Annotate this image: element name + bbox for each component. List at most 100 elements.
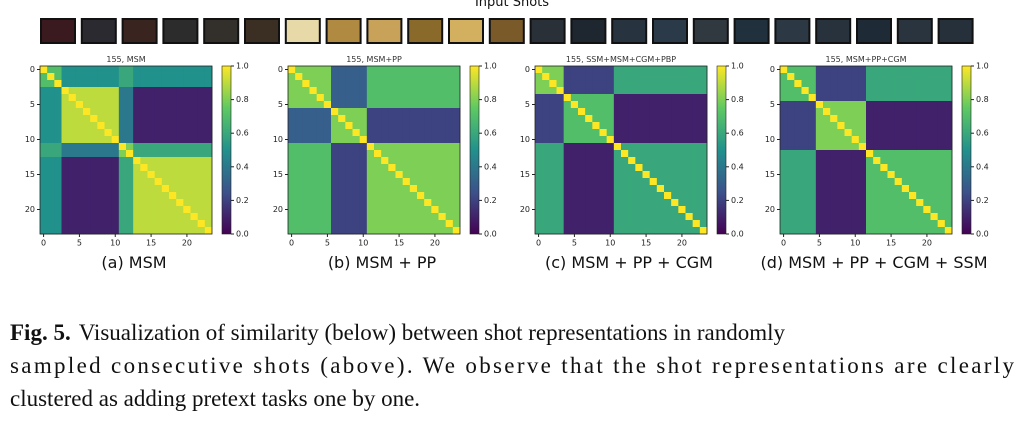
heatmap-cell [104, 227, 113, 235]
heatmap-cell [40, 101, 48, 109]
heatmap-cell [366, 213, 375, 221]
heatmap-cell [409, 80, 418, 88]
heatmap-cell [873, 185, 881, 193]
heatmap-cell [549, 220, 557, 228]
heatmap-cell [197, 73, 206, 81]
heatmap-cell [830, 73, 838, 81]
heatmap-cell [685, 87, 694, 95]
heatmap-cell [585, 101, 593, 109]
heatmap-cell [154, 115, 163, 123]
heatmap-cell [858, 87, 867, 95]
heatmap-cell [585, 164, 593, 172]
heatmap-cell [635, 213, 643, 221]
heatmap-cell [671, 143, 679, 151]
heatmap-cell [592, 94, 600, 102]
heatmap-cell [642, 171, 651, 179]
heatmap-cell [830, 136, 838, 144]
heatmap-cell [801, 143, 810, 151]
heatmap-cell [656, 143, 665, 151]
heatmap-cell [302, 213, 310, 221]
heatmap-cell [937, 213, 946, 221]
heatmap-cell [916, 157, 924, 165]
heatmap-cell [621, 87, 629, 95]
heatmap-cell [288, 136, 296, 144]
heatmap-cell [851, 73, 860, 81]
heatmap-cell [823, 122, 831, 130]
heatmap-cell [592, 136, 600, 144]
heatmap-cell [606, 108, 615, 116]
heatmap-cell [197, 220, 206, 228]
heatmap-cell [649, 122, 658, 130]
heatmap-cell [47, 66, 55, 74]
heatmap-cell [570, 143, 579, 151]
heatmap-cell [606, 178, 615, 186]
heatmap-cell [352, 122, 361, 130]
heatmap-cell [140, 101, 148, 109]
heatmap-cell [366, 73, 375, 81]
heatmap-cell [431, 122, 439, 130]
heatmap-cell [54, 143, 62, 151]
heatmap-cell [851, 115, 860, 123]
heatmap-cell [104, 213, 113, 221]
heatmap-cell [83, 213, 91, 221]
heatmap-cell [606, 80, 615, 88]
heatmap-cell [97, 199, 105, 207]
heatmap-cell [808, 87, 817, 95]
heatmap-cell [61, 206, 70, 214]
heatmap-cell [787, 108, 795, 116]
heatmap-cell [104, 164, 113, 172]
heatmap-cell [295, 80, 303, 88]
heatmap-cell [844, 129, 853, 137]
heatmap-cell [366, 143, 375, 151]
heatmap-cell [621, 185, 629, 193]
heatmap-cell [417, 171, 425, 179]
heatmap-cell [323, 94, 332, 102]
heatmap-cell [338, 87, 346, 95]
heatmap-cell [699, 66, 708, 74]
heatmap-cell [628, 206, 636, 214]
heatmap-cell [68, 87, 77, 95]
heatmap-cell [183, 115, 191, 123]
heatmap-cell [628, 66, 636, 74]
heatmap-cell [288, 227, 296, 235]
heatmap-cell [628, 171, 636, 179]
heatmap-cell [309, 206, 318, 214]
heatmap-cell [880, 136, 888, 144]
heatmap-cell [338, 157, 346, 165]
heatmap-cell [90, 227, 98, 235]
heatmap-cell [111, 157, 120, 165]
heatmap-cell [858, 94, 867, 102]
heatmap-cell [613, 199, 622, 207]
heatmap-cell [823, 143, 831, 151]
heatmap-cell [424, 206, 432, 214]
heatmap-cell [578, 157, 586, 165]
heatmap-cell [104, 220, 113, 228]
heatmap-cell [930, 73, 939, 81]
shot-image [205, 20, 238, 42]
heatmap-cell [699, 185, 708, 193]
heatmap-cell [794, 87, 802, 95]
heatmap-cell [424, 80, 432, 88]
heatmap-cell [359, 80, 368, 88]
heatmap-cell [352, 206, 361, 214]
heatmap-cell [47, 129, 55, 137]
heatmap-cell [635, 199, 643, 207]
heatmap-cell [388, 108, 396, 116]
heatmap-cell [873, 227, 881, 235]
heatmap-cell [176, 143, 184, 151]
heatmap-cell [54, 115, 62, 123]
heatmap-cell [844, 108, 853, 116]
heatmap-cell [664, 199, 672, 207]
heatmap-cell [438, 199, 447, 207]
heatmap-cell [295, 220, 303, 228]
heatmap-cell [887, 220, 896, 228]
heatmap-cell [366, 94, 375, 102]
heatmap-cell [794, 213, 802, 221]
heatmap-cell [402, 220, 411, 228]
heatmap-cell [692, 73, 701, 81]
heatmap-cell [642, 143, 651, 151]
heatmap-cell [345, 185, 353, 193]
heatmap-cell [302, 80, 310, 88]
heatmap-cell [197, 129, 206, 137]
heatmap-cell [90, 206, 98, 214]
